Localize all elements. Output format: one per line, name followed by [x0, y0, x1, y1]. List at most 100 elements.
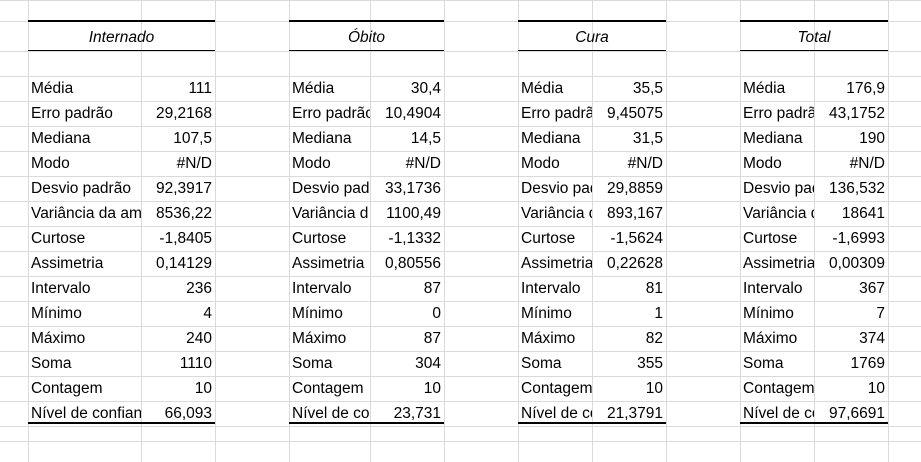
- stat-label-cell[interactable]: Variância d: [292, 205, 369, 222]
- stat-value-cell[interactable]: 43,1752: [828, 105, 885, 122]
- table-header[interactable]: Internado: [88, 29, 155, 46]
- stat-label-cell[interactable]: Contagem: [521, 380, 592, 397]
- stat-value-cell[interactable]: 82: [645, 330, 663, 347]
- stat-value-cell[interactable]: 0,14129: [155, 255, 212, 272]
- stat-value-cell[interactable]: -1,1332: [388, 230, 441, 247]
- stat-value-cell[interactable]: 97,6691: [828, 405, 885, 422]
- stat-value-cell[interactable]: 236: [186, 280, 212, 297]
- table-header[interactable]: Cura: [575, 29, 609, 46]
- stat-value-cell[interactable]: #N/D: [405, 155, 441, 172]
- stat-label-cell[interactable]: Variância d: [743, 205, 814, 222]
- stat-label-cell[interactable]: Contagem: [743, 380, 814, 397]
- stat-value-cell[interactable]: 1769: [850, 355, 885, 372]
- stat-label-cell[interactable]: Mediana: [31, 130, 91, 147]
- stat-label-cell[interactable]: Intervalo: [31, 280, 91, 297]
- stat-value-cell[interactable]: 21,3791: [606, 405, 663, 422]
- stat-value-cell[interactable]: 87: [423, 330, 441, 347]
- stat-label-cell[interactable]: Modo: [743, 155, 782, 172]
- stat-label-cell[interactable]: Erro padrão: [292, 105, 370, 122]
- stat-label-cell[interactable]: Desvio pad: [743, 180, 814, 197]
- stat-label-cell[interactable]: Curtose: [743, 230, 798, 247]
- stat-label-cell[interactable]: Mínimo: [521, 305, 572, 322]
- stat-label-cell[interactable]: Assimetria: [31, 255, 104, 272]
- stat-value-cell[interactable]: 29,8859: [606, 180, 663, 197]
- stat-value-cell[interactable]: 4: [203, 305, 212, 322]
- stat-label-cell[interactable]: Nível de co: [521, 405, 592, 422]
- stat-label-cell[interactable]: Mínimo: [31, 305, 82, 322]
- table-header[interactable]: Óbito: [347, 29, 386, 46]
- stat-value-cell[interactable]: 240: [186, 330, 212, 347]
- stat-value-cell[interactable]: 18641: [841, 205, 885, 222]
- stat-value-cell[interactable]: 893,167: [606, 205, 663, 222]
- stat-value-cell[interactable]: 66,093: [164, 405, 212, 422]
- stat-value-cell[interactable]: 0,80556: [384, 255, 441, 272]
- stat-value-cell[interactable]: 176,9: [846, 80, 885, 97]
- stat-label-cell[interactable]: Assimetria: [521, 255, 592, 272]
- stat-value-cell[interactable]: 136,532: [828, 180, 885, 197]
- stat-value-cell[interactable]: 1100,49: [386, 205, 441, 222]
- stat-value-cell[interactable]: 304: [415, 355, 441, 372]
- stat-label-cell[interactable]: Média: [521, 80, 564, 97]
- stat-value-cell[interactable]: -1,6993: [832, 230, 885, 247]
- stat-label-cell[interactable]: Variância d: [521, 205, 592, 222]
- stat-label-cell[interactable]: Nível de confian: [31, 405, 141, 422]
- stat-value-cell[interactable]: 8536,22: [155, 205, 212, 222]
- stat-label-cell[interactable]: Curtose: [292, 230, 347, 247]
- stat-label-cell[interactable]: Média: [292, 80, 335, 97]
- stat-value-cell[interactable]: 33,1736: [384, 180, 441, 197]
- stat-label-cell[interactable]: Erro padrã: [521, 105, 592, 122]
- stat-value-cell[interactable]: 0: [432, 305, 441, 322]
- stat-label-cell[interactable]: Curtose: [31, 230, 86, 247]
- stat-label-cell[interactable]: Modo: [521, 155, 560, 172]
- stat-value-cell[interactable]: 14,5: [410, 130, 441, 147]
- stat-value-cell[interactable]: #N/D: [849, 155, 885, 172]
- stat-label-cell[interactable]: Contagem: [292, 380, 364, 397]
- stat-label-cell[interactable]: Mínimo: [292, 305, 343, 322]
- stat-value-cell[interactable]: 23,731: [393, 405, 441, 422]
- stat-value-cell[interactable]: 10,4904: [384, 105, 441, 122]
- stat-label-cell[interactable]: Nível de co: [292, 405, 370, 422]
- stat-label-cell[interactable]: Máximo: [743, 330, 798, 347]
- stat-label-cell[interactable]: Erro padrã: [743, 105, 814, 122]
- stat-value-cell[interactable]: 9,45075: [606, 105, 663, 122]
- stat-value-cell[interactable]: 30,4: [410, 80, 441, 97]
- stat-value-cell[interactable]: -1,8405: [159, 230, 212, 247]
- stat-value-cell[interactable]: #N/D: [176, 155, 212, 172]
- stat-label-cell[interactable]: Máximo: [31, 330, 86, 347]
- stat-value-cell[interactable]: -1,5624: [610, 230, 663, 247]
- stat-value-cell[interactable]: 355: [637, 355, 663, 372]
- stat-label-cell[interactable]: Assimetria: [743, 255, 814, 272]
- stat-value-cell[interactable]: 81: [645, 280, 663, 297]
- stat-label-cell[interactable]: Soma: [292, 355, 333, 372]
- stat-label-cell[interactable]: Média: [743, 80, 786, 97]
- stat-value-cell[interactable]: 35,5: [632, 80, 663, 97]
- stat-value-cell[interactable]: 87: [423, 280, 441, 297]
- stat-label-cell[interactable]: Mediana: [521, 130, 581, 147]
- stat-label-cell[interactable]: Curtose: [521, 230, 576, 247]
- stat-label-cell[interactable]: Intervalo: [743, 280, 803, 297]
- stat-value-cell[interactable]: 10: [423, 380, 441, 397]
- stat-label-cell[interactable]: Desvio padrão: [31, 180, 131, 197]
- stat-label-cell[interactable]: Média: [31, 80, 74, 97]
- stat-label-cell[interactable]: Variância da am: [31, 205, 141, 222]
- stat-value-cell[interactable]: 1110: [179, 355, 212, 372]
- stat-value-cell[interactable]: 107,5: [173, 130, 212, 147]
- stat-value-cell[interactable]: 0,00309: [828, 255, 885, 272]
- stat-value-cell[interactable]: 190: [859, 130, 885, 147]
- stat-value-cell[interactable]: #N/D: [627, 155, 663, 172]
- stat-label-cell[interactable]: Assimetria: [292, 255, 365, 272]
- stat-label-cell[interactable]: Contagem: [31, 380, 103, 397]
- stat-value-cell[interactable]: 1: [654, 305, 663, 322]
- stat-label-cell[interactable]: Modo: [31, 155, 70, 172]
- table-header[interactable]: Total: [797, 29, 831, 46]
- stat-label-cell[interactable]: Máximo: [292, 330, 347, 347]
- stat-label-cell[interactable]: Máximo: [521, 330, 576, 347]
- stat-value-cell[interactable]: 92,3917: [155, 180, 212, 197]
- stat-value-cell[interactable]: 10: [194, 380, 212, 397]
- stat-label-cell[interactable]: Modo: [292, 155, 331, 172]
- stat-label-cell[interactable]: Erro padrão: [31, 105, 113, 122]
- stat-value-cell[interactable]: 29,2168: [155, 105, 212, 122]
- stat-label-cell[interactable]: Mediana: [743, 130, 803, 147]
- stat-label-cell[interactable]: Desvio pad: [521, 180, 592, 197]
- stat-label-cell[interactable]: Intervalo: [292, 280, 352, 297]
